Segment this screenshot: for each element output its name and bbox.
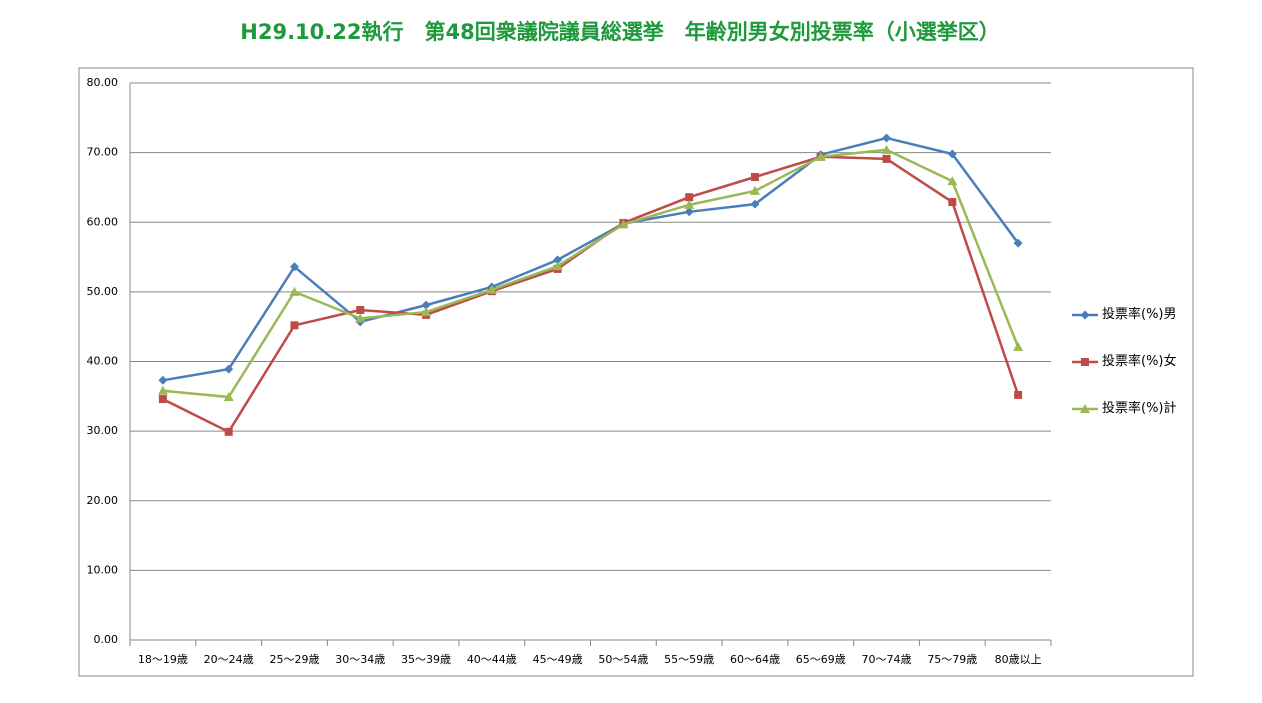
series-line bbox=[162, 148, 1020, 399]
marker bbox=[882, 154, 891, 163]
marker bbox=[157, 385, 168, 395]
marker bbox=[947, 176, 958, 186]
marker bbox=[552, 261, 563, 271]
marker bbox=[684, 199, 695, 209]
y-tick-label: 70.00 bbox=[87, 146, 119, 159]
x-tick-label: 18〜19歳 bbox=[138, 653, 188, 666]
y-tick-label: 40.00 bbox=[87, 355, 119, 368]
marker bbox=[750, 172, 759, 181]
marker bbox=[618, 219, 629, 229]
y-tick-label: 30.00 bbox=[87, 424, 119, 437]
marker bbox=[421, 307, 432, 317]
chart-frame bbox=[78, 67, 1194, 677]
x-tick-label: 65〜69歳 bbox=[796, 653, 846, 666]
marker bbox=[356, 305, 365, 314]
marker bbox=[750, 199, 760, 209]
x-tick-label: 50〜54歳 bbox=[598, 653, 648, 666]
marker bbox=[1013, 341, 1024, 351]
marker bbox=[815, 151, 826, 161]
x-tick-label: 70〜74歳 bbox=[862, 653, 912, 666]
marker bbox=[158, 375, 168, 385]
x-tick-label: 60〜64歳 bbox=[730, 653, 780, 666]
x-tick-label: 20〜24歳 bbox=[204, 653, 254, 666]
chart-title: H29.10.22執行 第48回衆議院議員総選挙 年齢別男女別投票率（小選挙区） bbox=[240, 20, 999, 44]
marker bbox=[355, 313, 366, 323]
marker bbox=[553, 255, 563, 265]
y-tick-label: 10.00 bbox=[87, 563, 119, 576]
x-tick-label: 25〜29歳 bbox=[269, 653, 319, 666]
series-line bbox=[162, 136, 1020, 382]
marker bbox=[486, 284, 497, 294]
marker bbox=[684, 207, 694, 217]
legend-label: 投票率(%)女 bbox=[1102, 354, 1177, 369]
marker bbox=[749, 185, 760, 195]
x-tick-label: 40〜44歳 bbox=[467, 653, 517, 666]
marker bbox=[1080, 310, 1090, 320]
marker bbox=[158, 395, 167, 404]
marker bbox=[1013, 238, 1023, 248]
legend-label: 投票率(%)男 bbox=[1102, 307, 1177, 322]
legend-label: 投票率(%)計 bbox=[1102, 401, 1177, 416]
x-tick-label: 35〜39歳 bbox=[401, 653, 451, 666]
marker bbox=[1014, 390, 1023, 399]
marker bbox=[948, 198, 957, 207]
marker bbox=[947, 149, 957, 159]
x-tick-label: 80歳以上 bbox=[995, 653, 1042, 666]
marker bbox=[224, 364, 234, 374]
x-tick-label: 45〜49歳 bbox=[533, 653, 583, 666]
y-tick-label: 20.00 bbox=[87, 494, 119, 507]
marker bbox=[1081, 358, 1089, 366]
y-tick-label: 80.00 bbox=[87, 76, 119, 89]
marker bbox=[289, 286, 300, 296]
x-tick-label: 75〜79歳 bbox=[927, 653, 977, 666]
y-tick-label: 0.00 bbox=[94, 633, 119, 646]
marker bbox=[224, 427, 233, 436]
marker bbox=[290, 321, 299, 330]
marker bbox=[223, 392, 234, 402]
y-tick-label: 50.00 bbox=[87, 285, 119, 298]
x-tick-label: 55〜59歳 bbox=[664, 653, 714, 666]
marker bbox=[1080, 404, 1090, 413]
y-tick-label: 60.00 bbox=[87, 215, 119, 228]
x-tick-label: 30〜34歳 bbox=[335, 653, 385, 666]
marker bbox=[289, 262, 299, 272]
marker bbox=[882, 133, 892, 143]
marker bbox=[685, 193, 694, 202]
marker bbox=[881, 144, 892, 154]
marker bbox=[421, 300, 431, 310]
